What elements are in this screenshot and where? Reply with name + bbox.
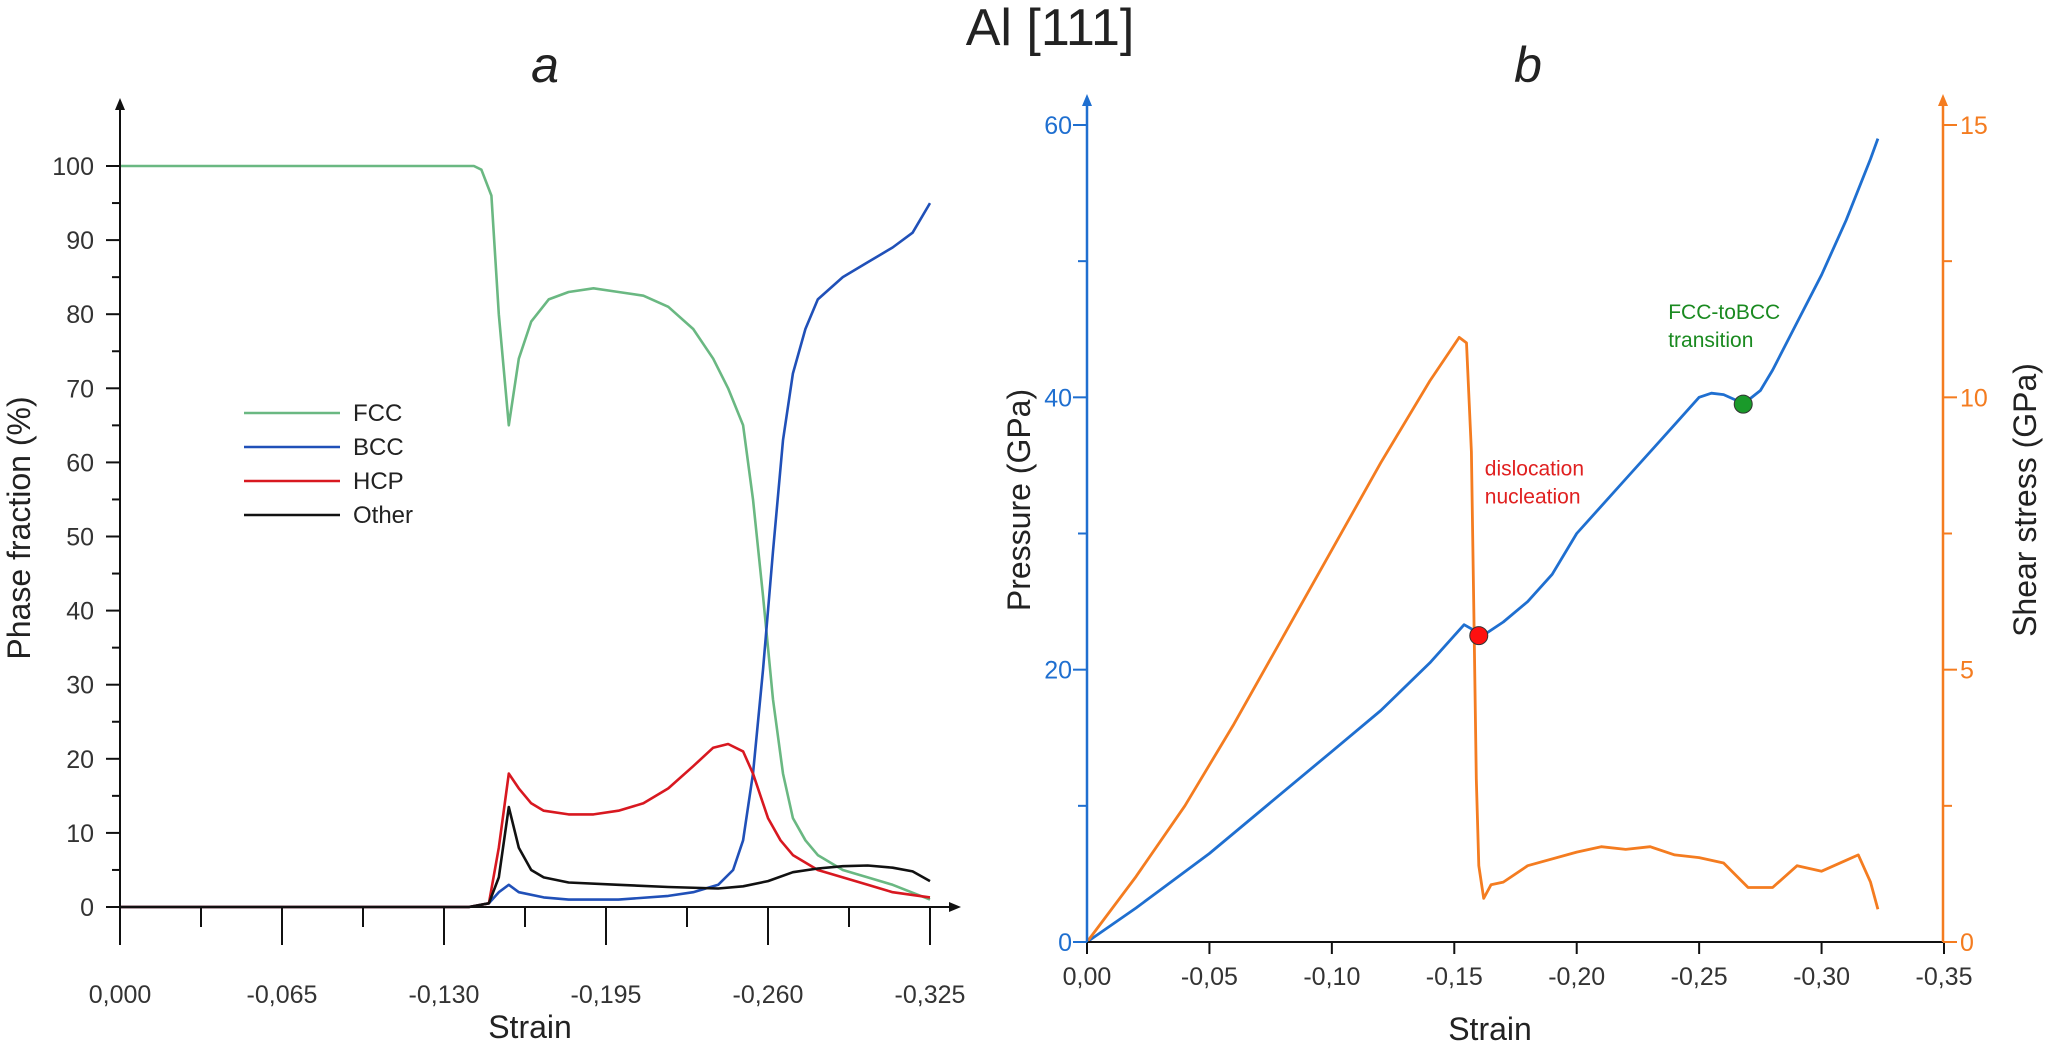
panel-a-y-tick-label: 40 [66,598,94,626]
panel-a-y-tick-label: 80 [66,301,94,329]
panel-b-shear-stress-curve [1085,335,1880,943]
panel-b-x-tick-label: -0,10 [1303,963,1360,991]
panel-a-series-bcc [120,202,932,909]
panel-a-y-tick-label: 50 [66,524,94,552]
panel-b-y-tick-label: 20 [1044,657,1072,685]
panel-b-x-tick-label: -0,30 [1793,963,1850,991]
panel-b-annotation-1: FCC-toBCC [1668,301,1780,324]
panel-b-y2-tick-label: 10 [1960,384,1988,412]
panel-b-marker-1 [1733,394,1753,414]
panel-b-y2-tick-label: 0 [1960,929,1974,957]
panel-b-label: b [1514,37,1542,93]
panel-a-y-tick-label: 70 [66,375,94,403]
panel-b-y-tick-label: 60 [1044,112,1072,140]
panel-a-y-tick-label: 90 [66,227,94,255]
panel-b-y2-tick-label: 5 [1960,657,1974,685]
panel-b-annotation-0: dislocation [1485,458,1584,481]
panel-a-x-tick-label: -0,195 [571,981,642,1009]
panel-b-x-tick-label: 0,00 [1063,963,1112,991]
panel-a-x-tick-label: -0,065 [247,981,318,1009]
panel-b-x-tick-label: -0,35 [1916,963,1973,991]
panel-a-x-tick-label: -0,260 [733,981,804,1009]
panel-b-y-tick-label: 0 [1058,929,1072,957]
panel-b-y2-axis-label: Shear stress (GPa) [2007,363,2043,637]
panel-a-label: a [531,37,559,93]
legend-label-hcp: HCP [353,468,404,495]
panel-a-series-hcp [120,742,931,909]
panel-a-legend: FCC BCC HCP Other [244,400,413,529]
panel-b-x-tick-label: -0,25 [1671,963,1728,991]
panel-b-y-tick-label: 40 [1044,384,1072,412]
panel-a-series-other [120,805,931,909]
panel-b-annotation-0: nucleation [1485,486,1581,509]
panel-b-marker-0 [1469,626,1489,646]
legend-label-bcc: BCC [353,434,404,461]
panel-b-annotation-1: transition [1668,329,1753,352]
panel-a-x-tick-label: 0,000 [89,981,152,1009]
legend-label-fcc: FCC [353,400,402,427]
panel-a-y-tick-label: 60 [66,449,94,477]
panel-b-x-axis-label: Strain [1448,1011,1532,1047]
panel-a-y-tick-label: 100 [52,153,94,181]
panel-b-x-tick-label: -0,20 [1548,963,1605,991]
panel-a-y-axis-label: Phase fraction (%) [1,396,37,659]
panel-b-x-tick-label: -0,15 [1426,963,1483,991]
panel-b-y-axis-label: Pressure (GPa) [1001,389,1037,611]
legend-label-other: Other [353,502,413,529]
panel-a-x-axis-label: Strain [488,1009,572,1045]
panel-b-y2-tick-label: 15 [1960,112,1988,140]
panel-b-chart: b 0,00 -0,05 -0,10 -0,15 -0,20 -0,25 -0,30 -0,3… [1001,37,2043,1047]
panel-b-pressure-curve [1086,138,1880,944]
panel-a-chart: a 0,000 -0,065 -0,130 -0,195 -0,260 -0,325 0 10… [1,37,965,1045]
panel-a-x-tick-label: -0,130 [409,981,480,1009]
panel-a-series-fcc [120,164,931,901]
panel-a-y-tick-label: 0 [80,894,94,922]
figure-title: Al [111] [966,0,1135,57]
panel-a-y-tick-label: 20 [66,746,94,774]
panel-a-y-tick-label: 10 [66,820,94,848]
panel-b-x-tick-label: -0,05 [1181,963,1238,991]
panel-a-y-tick-label: 30 [66,672,94,700]
panel-a-x-tick-label: -0,325 [895,981,966,1009]
